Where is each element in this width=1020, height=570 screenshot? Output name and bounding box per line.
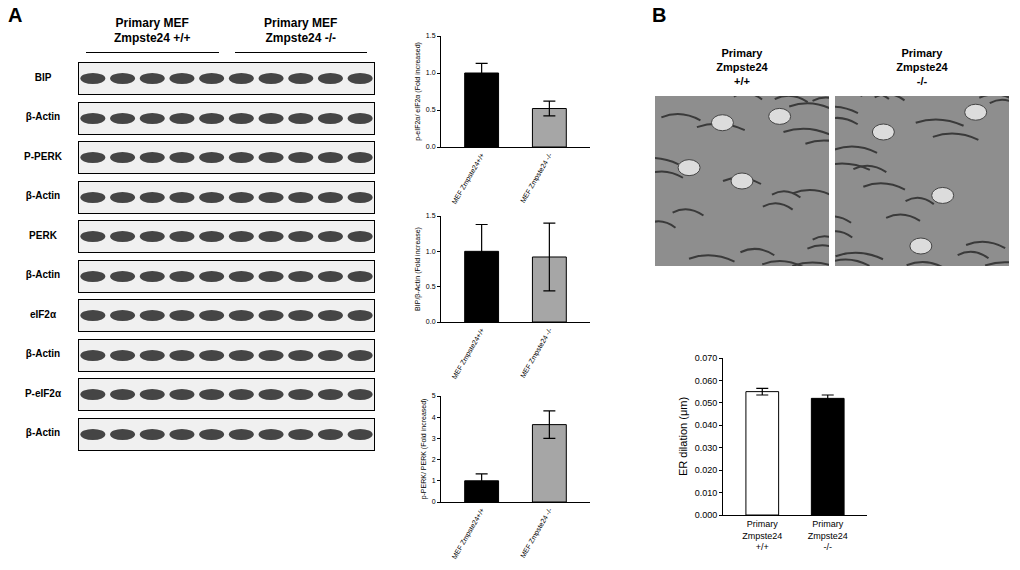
- svg-text:1.0: 1.0: [426, 248, 436, 255]
- html-text:A: A: [8, 4, 23, 26]
- svg-text:1: 1: [432, 477, 436, 484]
- svg-text:0.0: 0.0: [426, 143, 436, 150]
- svg-text:0.0: 0.0: [426, 318, 436, 325]
- svg-text:0.010: 0.010: [695, 488, 718, 498]
- html-text:P-PERK: P-PERK: [24, 150, 62, 162]
- svg-text:p-PERK/ PERK (Fold increased): p-PERK/ PERK (Fold increased): [420, 399, 428, 500]
- svg-text:MEF Zmpste24+/+: MEF Zmpste24+/+: [450, 507, 486, 561]
- svg-text:0.000: 0.000: [695, 510, 718, 520]
- svg-text:1.5: 1.5: [426, 212, 436, 219]
- html-text:Primary Zmpste24 -/-: Primary Zmpste24 -/-: [896, 47, 948, 87]
- svg-text:MEF Zmpste24+/+: MEF Zmpste24+/+: [450, 327, 486, 381]
- html-text:β-Actin: β-Actin: [25, 111, 61, 122]
- svg-text:0.060: 0.060: [695, 376, 718, 386]
- svg-text:0.030: 0.030: [695, 443, 718, 453]
- svg-text:MEF Zmpste24 -/-: MEF Zmpste24 -/-: [519, 506, 554, 559]
- svg-text:MEF Zmpste24+/+: MEF Zmpste24+/+: [450, 152, 486, 206]
- html-text:P-eIF2α: P-eIF2α: [24, 387, 62, 399]
- svg-text:5: 5: [432, 392, 436, 399]
- svg-text:4: 4: [432, 414, 436, 421]
- html-text:β-Actin: β-Actin: [25, 427, 61, 438]
- svg-text:2: 2: [432, 456, 436, 463]
- svg-text:0.050: 0.050: [695, 398, 718, 408]
- svg-text:3: 3: [432, 435, 436, 442]
- html-text:BIP: BIP: [34, 71, 52, 83]
- svg-text:MEF Zmpste24 -/-: MEF Zmpste24 -/-: [519, 326, 554, 379]
- svg-text:PrimaryZmpste24+/+: PrimaryZmpste24+/+: [742, 519, 782, 552]
- svg-text:BIP/β-Actin (Fold increase): BIP/β-Actin (Fold increase): [414, 227, 422, 311]
- svg-text:0.020: 0.020: [695, 465, 718, 475]
- html-text:β-Actin: β-Actin: [25, 348, 61, 359]
- html-text:Primary MEF Zmpste24 -/-: Primary MEF Zmpste24 -/-: [264, 16, 338, 45]
- html-text:Primary MEF Zmpste24 +/+: Primary MEF Zmpste24 +/+: [113, 16, 191, 45]
- html-text:β-Actin: β-Actin: [25, 269, 61, 280]
- svg-text:ER dilation (μm): ER dilation (μm): [677, 397, 689, 476]
- svg-text:MEF Zmpste24 -/-: MEF Zmpste24 -/-: [519, 151, 554, 204]
- svg-text:PrimaryZmpste24-/-: PrimaryZmpste24-/-: [808, 519, 848, 552]
- svg-text:1.5: 1.5: [426, 32, 436, 39]
- svg-text:p-eIF2α/ eIF2α (Fold increased: p-eIF2α/ eIF2α (Fold increased): [414, 42, 422, 141]
- html-text:Primary Zmpste24 +/+: Primary Zmpste24 +/+: [716, 47, 768, 87]
- html-text:PERK: PERK: [29, 229, 57, 241]
- svg-text:0.5: 0.5: [426, 283, 436, 290]
- html-text:B: B: [652, 4, 667, 26]
- svg-text:0.070: 0.070: [695, 353, 718, 363]
- svg-text:0: 0: [432, 498, 436, 505]
- html-text:eIF2α: eIF2α: [29, 308, 57, 320]
- svg-text:0.040: 0.040: [695, 420, 718, 430]
- svg-text:1.0: 1.0: [426, 69, 436, 76]
- html-text:β-Actin: β-Actin: [25, 190, 61, 201]
- svg-text:0.5: 0.5: [426, 106, 436, 113]
